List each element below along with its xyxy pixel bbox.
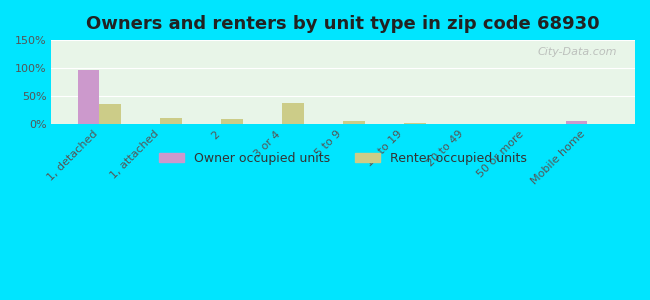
Bar (161, 118, 181, 124)
Title: Owners and renters by unit type in zip code 68930: Owners and renters by unit type in zip c… (86, 15, 600, 33)
Bar (221, 119, 242, 124)
Legend: Owner occupied units, Renter occupied units: Owner occupied units, Renter occupied un… (154, 147, 532, 170)
Bar (99, 104, 121, 124)
Bar (343, 121, 365, 124)
Text: City-Data.com: City-Data.com (538, 47, 617, 57)
Bar (78, 70, 99, 124)
Bar (282, 103, 304, 124)
Bar (566, 121, 587, 124)
